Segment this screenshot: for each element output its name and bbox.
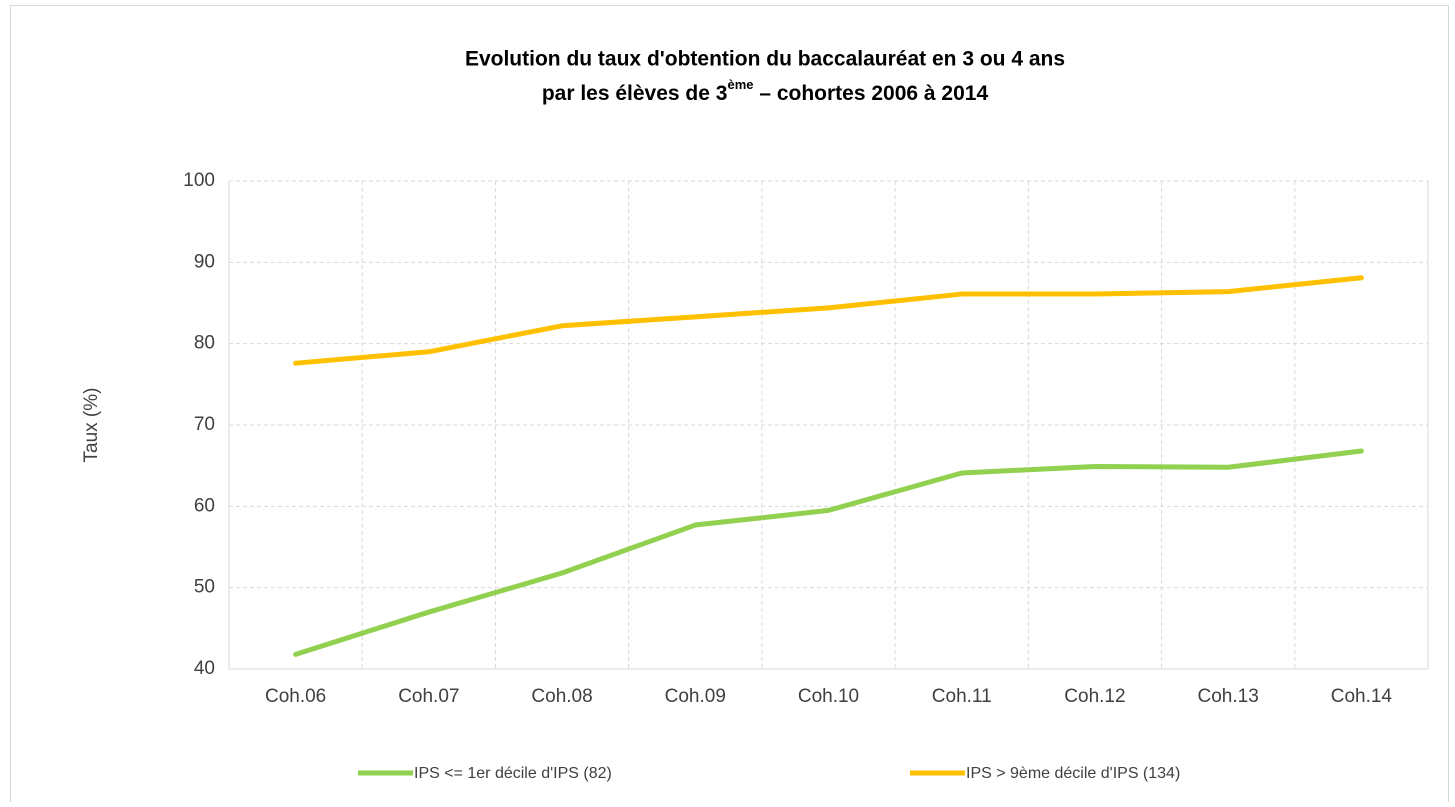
x-tick-label: Coh.07 — [398, 686, 459, 707]
x-tick-label: Coh.10 — [798, 686, 859, 707]
legend-label: IPS <= 1er décile d'IPS (82) — [414, 765, 612, 782]
chart-title: Evolution du taux d'obtention du baccala… — [465, 48, 1065, 71]
x-tick-label: Coh.08 — [531, 686, 592, 707]
y-tick-label: 70 — [194, 414, 215, 435]
x-tick-label: Coh.14 — [1331, 686, 1393, 707]
title-part: par les élèves de 3 — [542, 82, 728, 105]
y-tick-label: 90 — [194, 251, 215, 272]
data-line — [293, 448, 1364, 657]
legend-label: IPS > 9ème décile d'IPS (134) — [966, 765, 1180, 782]
y-tick-label: 50 — [194, 577, 215, 598]
y-tick-label: 80 — [194, 333, 215, 354]
chart-title: par les élèves de 3ème – cohortes 2006 à… — [542, 77, 989, 104]
x-tick-label: Coh.13 — [1198, 686, 1259, 707]
title-part: – cohortes 2006 à 2014 — [754, 82, 989, 105]
x-tick-label: Coh.09 — [665, 686, 726, 707]
y-tick-label: 100 — [183, 170, 215, 191]
x-tick-label: Coh.12 — [1064, 686, 1125, 707]
chart-frame — [10, 5, 1449, 806]
x-tick-label: Coh.06 — [265, 686, 326, 707]
y-tick-label: 60 — [194, 495, 215, 516]
title-superscript: ème — [727, 77, 753, 92]
y-tick-label: 40 — [194, 658, 215, 679]
y-axis-label: Taux (%) — [81, 388, 102, 463]
data-line — [293, 275, 1364, 366]
x-tick-label: Coh.11 — [932, 686, 992, 707]
